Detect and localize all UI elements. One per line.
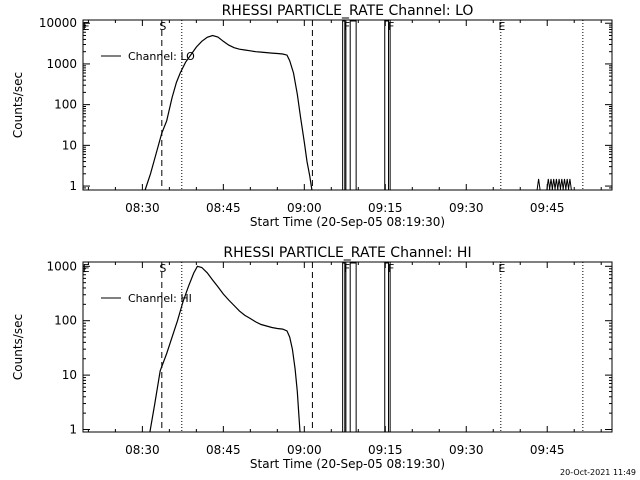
plot-frame [82, 19, 613, 191]
x-tick-label: 09:30 [449, 443, 484, 457]
chart-title: RHESSI PARTICLE_RATE Channel: LO [222, 3, 474, 19]
x-tick-label: 08:45 [206, 201, 241, 215]
y-tick-label: 100 [54, 98, 77, 112]
x-tick-label: 09:30 [449, 201, 484, 215]
noise-spike [551, 178, 556, 191]
y-tick-label: 10000 [39, 16, 77, 30]
y-axis-label: Counts/sec [11, 314, 25, 380]
event-marker-label: F [344, 20, 350, 33]
y-tick-label: 10 [62, 138, 77, 152]
event-marker-label: F [388, 20, 394, 33]
event-marker-label: F [344, 262, 350, 275]
footer-timestamp: 20-Oct-2021 11:49 [560, 468, 636, 477]
event-marker-label: E [83, 20, 90, 33]
y-tick-label: 1000 [46, 57, 77, 71]
event-marker-label: E [83, 262, 90, 275]
noise-spike [549, 178, 553, 191]
noise-spike [554, 178, 559, 191]
noise-spike [536, 178, 541, 191]
noise-spike [567, 178, 572, 191]
data-gap-box [342, 262, 346, 433]
lo-channel-panel: RHESSI PARTICLE_RATE Channel: LO 1 10 100 10… [11, 3, 613, 229]
x-tick-label: 09:00 [287, 443, 322, 457]
noise-spike [546, 178, 551, 191]
x-axis-label: Start Time (20-Sep-05 08:19:30) [250, 457, 445, 471]
x-tick-label: 09:15 [368, 443, 403, 457]
y-tick-label: 1 [69, 179, 77, 193]
event-marker-label: E [498, 20, 505, 33]
data-gap-box [349, 20, 357, 191]
data-gap-box [342, 20, 346, 191]
series-line [144, 34, 313, 191]
noise-spike [565, 178, 570, 191]
noise-spike [557, 178, 562, 191]
x-tick-label: 08:30 [125, 443, 160, 457]
data-gap-box [384, 262, 390, 433]
chart-title: RHESSI PARTICLE_RATE Channel: HI [223, 245, 471, 261]
plot-frame [82, 261, 613, 433]
legend-label: Channel: HI [128, 292, 192, 305]
y-tick-label: 10 [62, 368, 77, 382]
noise-spike [562, 178, 567, 191]
y-tick-label: 1 [69, 423, 77, 437]
event-marker-label: S [159, 262, 166, 275]
x-tick-label: 09:45 [530, 201, 565, 215]
legend-label: Channel: LO [128, 50, 195, 63]
y-tick-label: 1000 [46, 259, 77, 273]
event-marker-label: S [159, 20, 166, 33]
x-tick-label: 08:45 [206, 443, 241, 457]
x-tick-label: 08:30 [125, 201, 160, 215]
data-gap-box [384, 20, 390, 191]
x-tick-label: 09:00 [287, 201, 322, 215]
event-marker-label: F [388, 262, 394, 275]
noise-spike [559, 178, 564, 191]
x-tick-label: 09:15 [368, 201, 403, 215]
series-line [149, 265, 301, 433]
event-marker-label: E [498, 262, 505, 275]
data-gap-box [349, 262, 357, 433]
x-axis-label: Start Time (20-Sep-05 08:19:30) [250, 215, 445, 229]
y-tick-label: 100 [54, 314, 77, 328]
y-axis-label: Counts/sec [11, 72, 25, 138]
x-tick-label: 09:45 [530, 443, 565, 457]
hi-channel-panel: RHESSI PARTICLE_RATE Channel: HI 1 10 100 10… [11, 245, 613, 471]
